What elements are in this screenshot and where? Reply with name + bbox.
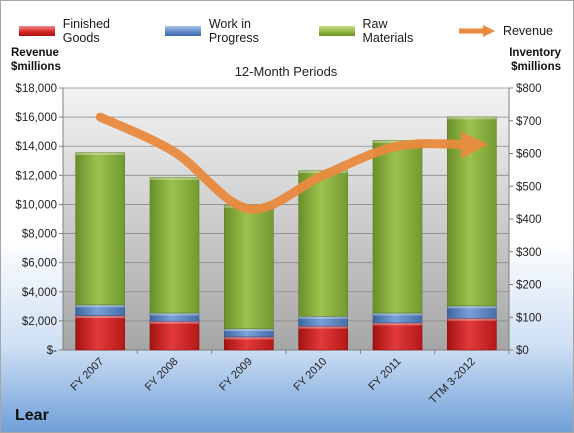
bar-raw-materials	[372, 140, 423, 314]
legend-label-revenue: Revenue	[502, 24, 553, 38]
x-tick-label: FY 2011	[366, 356, 403, 393]
legend-item-revenue: Revenue	[457, 24, 553, 38]
bar-top-highlight	[447, 305, 497, 309]
legend-item-finished-goods: Finished Goods	[19, 17, 145, 45]
legend: Finished Goods Work in Progress Raw Mate…	[19, 17, 573, 45]
left-tick-label: $16,000	[15, 112, 57, 124]
legend-swatch-finished-goods	[19, 26, 55, 36]
bar-top-highlight	[149, 312, 200, 316]
x-tick-label: FY 2010	[292, 356, 330, 394]
x-tick-label: TTM 3-2012	[427, 356, 478, 407]
right-tick-label: $500	[516, 181, 542, 193]
right-axis-title-line-2: $millions	[511, 61, 561, 73]
right-axis-title: Inventory $millions	[509, 46, 561, 74]
right-tick-label: $200	[516, 280, 542, 292]
left-axis-title-line-2: $millions	[11, 61, 61, 73]
chart-title: 12-Month Periods	[235, 64, 338, 79]
left-tick-label: $8,000	[22, 229, 57, 241]
right-tick-label: $0	[516, 345, 529, 357]
bar-finished-goods	[149, 320, 200, 351]
left-tick-label: $10,000	[15, 199, 57, 211]
bar-top-highlight	[372, 322, 423, 326]
bar-top-highlight	[224, 336, 274, 340]
left-tick-label: $14,000	[15, 141, 57, 153]
bar-top-highlight	[447, 318, 497, 321]
bar-top-highlight	[75, 315, 125, 319]
bar-top-highlight	[149, 177, 200, 180]
left-tick-label: $-	[47, 345, 57, 357]
left-tick-label: $6,000	[22, 258, 57, 270]
right-tick-label: $700	[516, 116, 542, 128]
left-tick-label: $2,000	[22, 316, 57, 328]
right-axis-title-line-1: Inventory	[509, 47, 561, 59]
right-tick-label: $800	[516, 83, 542, 95]
bar-raw-materials	[149, 177, 200, 314]
legend-label-work-in-progress: Work in Progress	[208, 17, 259, 45]
x-tick-label: FY 2009	[217, 356, 255, 394]
left-axis-title: Revenue $millions	[11, 46, 61, 74]
left-tick-label: $4,000	[22, 287, 57, 299]
right-tick-label: $600	[516, 149, 542, 161]
company-name: Lear	[15, 407, 49, 424]
bar-top-highlight	[224, 328, 274, 332]
bar-top-highlight	[447, 116, 497, 120]
right-tick-label: $300	[516, 247, 542, 259]
bar-raw-materials	[224, 204, 274, 330]
bar-finished-goods	[75, 315, 125, 351]
right-tick-label: $100	[516, 312, 542, 324]
bar-top-highlight	[372, 312, 423, 316]
x-tick-label: FY 2007	[69, 356, 107, 394]
bar-finished-goods	[447, 317, 497, 351]
legend-label-raw-materials: Raw Materials	[362, 17, 414, 45]
bar-top-highlight	[75, 304, 125, 308]
bar-raw-materials	[75, 152, 125, 306]
bar-top-highlight	[149, 321, 200, 324]
bar-finished-goods	[298, 325, 348, 351]
left-tick-label: $12,000	[15, 170, 57, 182]
legend-swatch-revenue	[458, 25, 495, 37]
left-tick-label: $18,000	[15, 83, 57, 95]
legend-label-finished-goods: Finished Goods	[62, 17, 110, 45]
bar-top-highlight	[75, 152, 125, 156]
bar-finished-goods	[372, 322, 423, 351]
legend-item-work-in-progress: Work in Progress	[165, 17, 299, 45]
bar-raw-materials	[298, 170, 348, 317]
legend-swatch-work-in-progress	[165, 26, 201, 36]
bar-top-highlight	[298, 326, 348, 329]
left-axis-title-line-1: Revenue	[11, 47, 59, 59]
legend-swatch-raw-materials	[318, 26, 355, 36]
bar-top-highlight	[298, 316, 348, 319]
legend-item-raw-materials: Raw Materials	[318, 17, 437, 45]
revenue-line	[95, 112, 489, 214]
x-tick-label: FY 2008	[143, 356, 181, 394]
right-tick-label: $400	[516, 214, 542, 226]
